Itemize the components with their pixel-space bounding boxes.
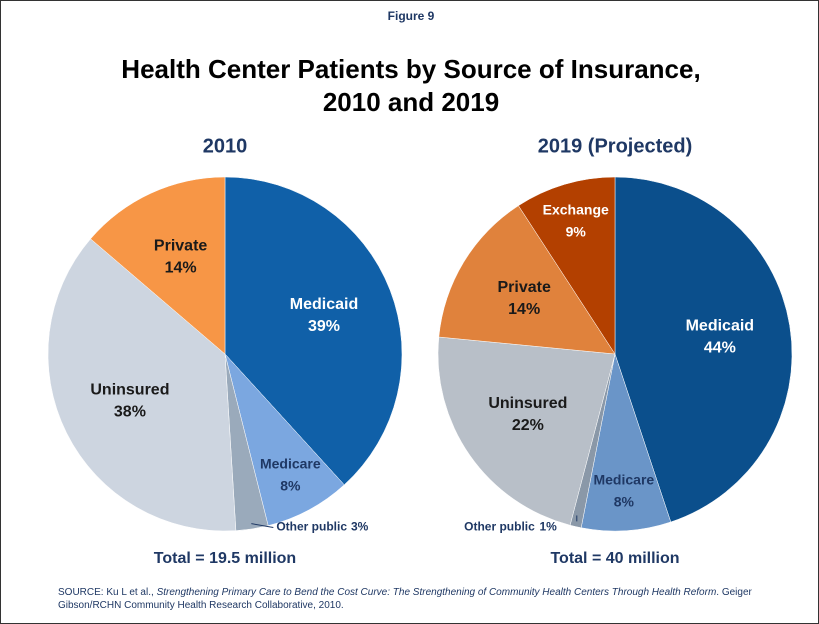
slice-value: 9% [566,223,587,239]
slice-value: 38% [114,404,146,421]
slice-label: Medicare [260,455,321,471]
source-note: SOURCE: Ku L et al., Strengthening Prima… [58,586,778,612]
pie-slice [438,205,616,355]
slice-label: Medicaid [686,317,754,334]
pie-slice [518,176,616,355]
pie-total: Total = 40 million [550,550,679,567]
slice-label: Exchange [543,201,609,217]
slice-label: Other public [276,520,347,534]
chart-title: 2010 and 2019 [323,87,499,117]
slice-value: 14% [508,301,540,318]
slice-value: 39% [308,318,340,335]
source-title: Strengthening Primary Care to Bend the C… [156,587,717,598]
slice-value: 3% [351,520,369,534]
chart-title: Health Center Patients by Source of Insu… [121,54,700,84]
figure-label: Figure 9 [388,9,435,23]
pie-title: 2010 [203,135,248,157]
slice-label: Medicare [593,471,654,487]
slice-value: 8% [614,493,635,509]
slice-label: Private [154,238,207,255]
slice-label: Uninsured [90,382,169,399]
pie-slice [614,176,793,523]
slice-value: 1% [539,520,557,534]
leader-line [251,523,274,528]
slice-label: Other public [464,520,535,534]
slice-value: 14% [165,260,197,277]
pie-total: Total = 19.5 million [154,550,296,567]
pie-slice [47,238,237,532]
slice-label: Uninsured [488,395,567,412]
source-suffix: . Geiger Gibson/RCHN Community Health Re… [58,587,752,611]
slice-value: 22% [512,417,544,434]
slice-value: 44% [704,339,736,356]
pie-title: 2019 (Projected) [538,135,693,157]
pie-slice [90,176,226,355]
pie-slice [437,336,616,526]
pie-slice [580,353,672,532]
pie-slice [224,176,403,486]
slice-value: 8% [280,477,301,493]
source-prefix: SOURCE: Ku L et al., [58,587,157,598]
slice-label: Private [497,279,550,296]
slice-label: Medicaid [290,296,358,313]
